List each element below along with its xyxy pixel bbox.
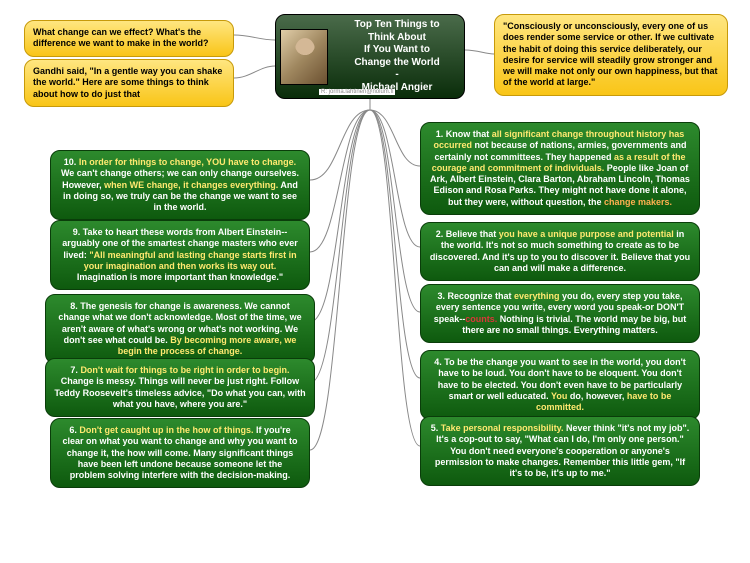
item-n9: 9. Take to heart these words from Albert… bbox=[50, 220, 310, 290]
credit-text: R: jorma.lahtinen@nolum.fi bbox=[319, 89, 395, 95]
callout-c1: What change can we effect? What's the di… bbox=[24, 20, 234, 57]
item-n10: 10. In order for things to change, YOU h… bbox=[50, 150, 310, 220]
center-title-text: Top Ten Things toThink AboutIf You Want … bbox=[334, 19, 460, 94]
item-n6: 6. Don't get caught up in the how of thi… bbox=[50, 418, 310, 488]
callout-c3: "Consciously or unconsciously, every one… bbox=[494, 14, 728, 96]
item-n1: 1. Know that all significant change thro… bbox=[420, 122, 700, 215]
item-n5: 5. Take personal responsibility. Never t… bbox=[420, 416, 700, 486]
item-n3: 3. Recognize that everything you do, eve… bbox=[420, 284, 700, 343]
item-n2: 2. Believe that you have a unique purpos… bbox=[420, 222, 700, 281]
item-n4: 4. To be the change you want to see in t… bbox=[420, 350, 700, 420]
callout-c2: Gandhi said, "In a gentle way you can sh… bbox=[24, 59, 234, 107]
center-title-node: Top Ten Things toThink AboutIf You Want … bbox=[275, 14, 465, 99]
item-n8: 8. The genesis for change is awareness. … bbox=[45, 294, 315, 364]
item-n7: 7. Don't wait for things to be right in … bbox=[45, 358, 315, 417]
gandhi-portrait bbox=[280, 29, 328, 85]
